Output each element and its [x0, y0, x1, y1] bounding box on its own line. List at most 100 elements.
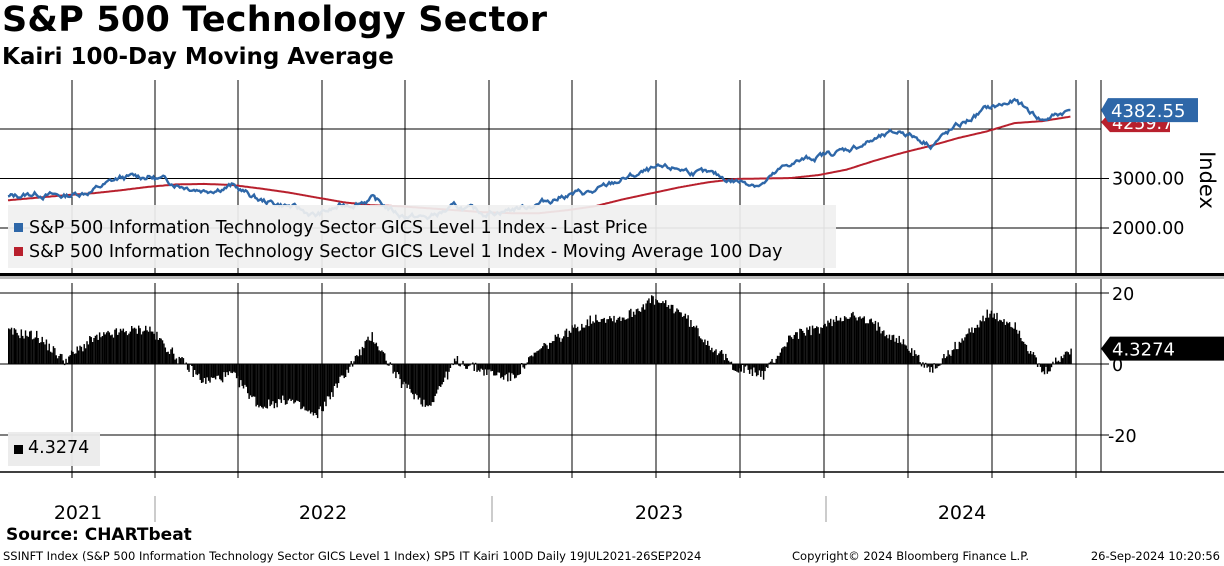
kairi-bar — [648, 298, 650, 364]
kairi-bar — [1015, 329, 1018, 364]
kairi-bar — [17, 335, 20, 364]
kairi-bar — [349, 364, 351, 367]
kairi-bar — [261, 364, 263, 408]
kairi-bar — [948, 354, 951, 364]
kairi-bar — [733, 364, 735, 371]
kairi-bar — [262, 364, 264, 409]
kairi-bar — [732, 364, 734, 370]
kairi-bar — [976, 324, 979, 364]
kairi-bar — [1004, 324, 1007, 364]
kairi-bar — [196, 364, 199, 376]
kairi-bar — [91, 342, 94, 364]
kairi-bar — [1014, 322, 1016, 364]
kairi-bar — [1036, 364, 1039, 367]
kairi-bar — [1063, 354, 1065, 364]
kairi-bar — [514, 364, 516, 379]
kairi-bar — [939, 364, 941, 366]
kairi-bar — [386, 364, 389, 366]
kairi-bar — [465, 364, 467, 369]
kairi-bar — [603, 317, 605, 364]
kairi-bar — [121, 330, 123, 364]
kairi-bar — [448, 364, 450, 372]
kairi-bar — [597, 321, 600, 364]
kairi-bar — [565, 328, 568, 364]
kairi-bar — [370, 340, 372, 364]
kairi-bar — [1056, 361, 1058, 364]
kairi-bar — [344, 364, 347, 377]
kairi-bar — [446, 364, 449, 380]
kairi-bar — [31, 339, 34, 364]
kairi-bar — [512, 364, 515, 375]
kairi-bar — [407, 364, 410, 385]
kairi-bar — [427, 364, 429, 407]
kairi-bar — [996, 312, 998, 364]
kairi-bar — [953, 349, 955, 364]
kairi-bar — [290, 364, 292, 401]
kairi-bar — [595, 314, 597, 364]
kairi-bar — [690, 320, 692, 364]
kairi-bar — [950, 355, 952, 364]
value-label-kairi: 4.3274 — [1112, 340, 1175, 361]
kairi-bar — [755, 364, 758, 377]
kairi-bar — [474, 362, 477, 364]
kairi-bar — [98, 332, 101, 364]
legend-lower: 4.3274 — [8, 432, 100, 466]
kairi-bar — [164, 347, 167, 364]
kairi-bar — [509, 364, 512, 381]
kairi-bar — [160, 338, 162, 364]
kairi-bar — [500, 364, 502, 379]
kairi-bar — [726, 358, 728, 364]
kairi-bar — [179, 358, 182, 364]
kairi-bar — [982, 315, 984, 364]
kairi-bar — [672, 304, 674, 364]
kairi-bar — [821, 327, 824, 364]
kairi-bar — [1059, 362, 1061, 364]
kairi-bar — [259, 364, 262, 406]
source-note: Source: CHARTbeat — [6, 525, 192, 545]
kairi-bar — [202, 364, 204, 383]
kairi-bar — [765, 364, 768, 368]
kairi-bar — [133, 327, 136, 364]
kairi-bar — [774, 362, 776, 364]
legend-label-ma: S&P 500 Information Technology Sector GI… — [29, 242, 783, 262]
value-flag-kairi — [1101, 336, 1224, 361]
kairi-bar — [1048, 364, 1050, 372]
kairi-bar — [367, 336, 369, 364]
kairi-bar — [487, 364, 489, 370]
kairi-bar — [481, 364, 484, 370]
kairi-bar — [368, 340, 371, 364]
kairi-bar — [936, 364, 938, 369]
kairi-bar — [834, 321, 836, 364]
kairi-bar — [458, 364, 460, 366]
kairi-bar — [256, 364, 259, 405]
kairi-bar — [241, 364, 243, 386]
kairi-bar — [82, 351, 84, 364]
kairi-bar — [1028, 353, 1030, 364]
kairi-bar — [279, 364, 281, 400]
kairi-bar — [135, 328, 137, 364]
kairi-bar — [90, 337, 92, 364]
kairi-bar — [999, 319, 1001, 364]
kairi-bar — [902, 339, 905, 364]
kairi-bar — [898, 335, 900, 364]
kairi-bar — [535, 352, 537, 364]
kairi-bar — [850, 313, 853, 364]
kairi-bar — [666, 307, 668, 364]
kairi-bar — [645, 303, 647, 364]
kairi-bar — [567, 337, 569, 364]
panel-divider-shade — [0, 276, 1224, 279]
kairi-bar — [823, 325, 825, 364]
kairi-bar — [405, 364, 407, 384]
kairi-bar — [467, 364, 470, 367]
kairi-bar — [646, 300, 649, 364]
kairi-bar — [305, 364, 308, 411]
kairi-bar — [937, 364, 940, 367]
kairi-bar — [473, 364, 475, 371]
kairi-bar — [613, 315, 615, 364]
kairi-bar — [124, 332, 126, 364]
kairi-bar — [219, 364, 221, 380]
kairi-bar — [881, 331, 884, 364]
kairi-bar — [188, 364, 190, 372]
kairi-bar — [993, 313, 995, 364]
legend-swatch-kairi — [14, 445, 23, 454]
